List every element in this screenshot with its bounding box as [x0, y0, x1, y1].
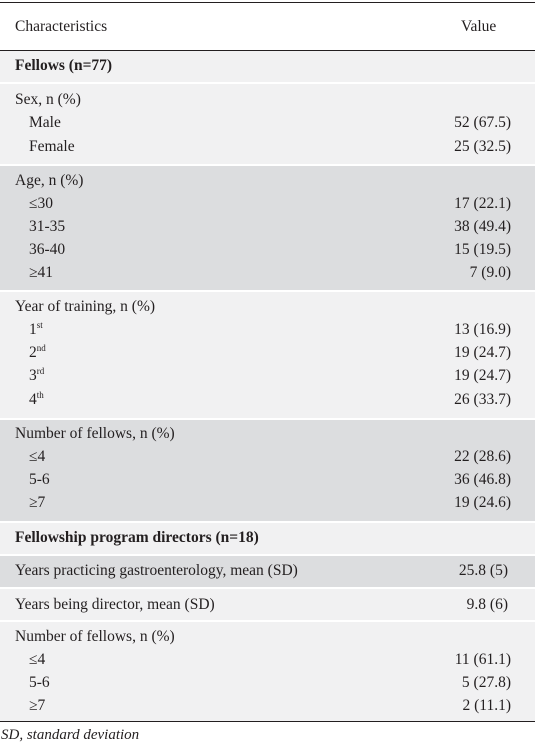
- ordinal-suffix: th: [36, 390, 44, 400]
- sex-label: Sex, n (%): [15, 91, 81, 108]
- row-label: ≤4: [29, 651, 46, 668]
- age-label: Age, n (%): [15, 172, 84, 189]
- row-label: 2nd: [29, 341, 46, 365]
- row-label: ≥41: [29, 264, 54, 281]
- section-title-directors: Fellowship program directors (n=18): [0, 526, 535, 550]
- row-value: 7 (9.0): [469, 264, 511, 281]
- table-row: Female 25 (32.5): [0, 135, 535, 159]
- table-row: ≤4 11 (61.1): [0, 648, 535, 672]
- table-row: Male 52 (67.5): [0, 111, 535, 135]
- table-row: 31-35 38 (49.4): [0, 215, 535, 239]
- ordinal-suffix: rd: [36, 366, 45, 376]
- table-row: ≤30 17 (22.1): [0, 192, 535, 216]
- table-row: ≥7 2 (11.1): [0, 694, 535, 718]
- row-value: 13 (16.9): [454, 321, 511, 338]
- group-label-row: Number of fellows, n (%): [0, 422, 535, 446]
- band-fellows-title: [0, 51, 535, 82]
- table-row: ≥41 7 (9.0): [0, 261, 535, 285]
- table-row: Years practicing gastroenterology, mean …: [0, 559, 535, 583]
- section-title-fellows: Fellows (n=77): [0, 54, 535, 78]
- band-age: [0, 166, 535, 290]
- table-row: 2nd 19 (24.7): [0, 341, 535, 365]
- fellows-count-label: Number of fellows, n (%): [15, 425, 175, 442]
- table-row: 5-6 5 (27.8): [0, 671, 535, 695]
- row-value: 19 (24.7): [454, 344, 511, 361]
- row-label: 31-35: [29, 218, 66, 235]
- group-label-row: Year of training, n (%): [0, 295, 535, 319]
- row-label: 5-6: [29, 674, 50, 691]
- row-value: 22 (28.6): [454, 448, 511, 465]
- table-row: 1st 13 (16.9): [0, 318, 535, 342]
- row-value: 52 (67.5): [454, 114, 511, 131]
- ordinal-number: 3: [29, 367, 37, 384]
- row-label: Female: [29, 138, 75, 155]
- ordinal-number: 2: [29, 344, 37, 361]
- band-directors-title: [0, 523, 535, 554]
- years-practicing-value: 25.8 (5): [458, 562, 508, 579]
- row-label: 5-6: [29, 471, 50, 488]
- band-years-director: [0, 589, 535, 620]
- table-top-rule: [0, 2, 535, 3]
- table-footnote: SD, standard deviation: [1, 727, 140, 743]
- row-label: 4th: [29, 388, 44, 412]
- year-label: Year of training, n (%): [15, 298, 156, 315]
- row-value: 17 (22.1): [454, 195, 511, 212]
- table-bottom-rule: [0, 721, 535, 722]
- row-label: 1st: [29, 318, 43, 342]
- row-label: 36-40: [29, 241, 66, 258]
- row-value: 26 (33.7): [454, 391, 511, 408]
- group-label-row: Number of fellows, n (%): [0, 625, 535, 649]
- table-row: 3rd 19 (24.7): [0, 364, 535, 388]
- table-row: ≤4 22 (28.6): [0, 445, 535, 469]
- band-year: [0, 292, 535, 418]
- fellows-title: Fellows (n=77): [15, 57, 113, 74]
- band-fellows-count: [0, 420, 535, 521]
- header-rule: [0, 50, 535, 51]
- table-row: 5-6 36 (46.8): [0, 468, 535, 492]
- row-value: 38 (49.4): [454, 218, 511, 235]
- row-value: 5 (27.8): [461, 674, 511, 691]
- row-value: 19 (24.6): [454, 494, 511, 511]
- years-practicing-label: Years practicing gastroenterology, mean …: [15, 562, 298, 579]
- header-characteristics: Characteristics: [15, 18, 108, 35]
- band-years-practicing: [0, 556, 535, 587]
- band-directors-fellows-count: [0, 622, 535, 721]
- header-value: Value: [461, 18, 497, 35]
- row-value: 36 (46.8): [454, 471, 511, 488]
- group-label-row: Age, n (%): [0, 169, 535, 193]
- row-label: ≥7: [29, 494, 46, 511]
- table-row: Years being director, mean (SD) 9.8 (6): [0, 593, 535, 617]
- ordinal-suffix: st: [36, 320, 43, 330]
- row-label: ≤30: [29, 195, 54, 212]
- table-header-row: Characteristics Value: [0, 15, 535, 39]
- years-director-value: 9.8 (6): [466, 596, 508, 613]
- row-label: Male: [29, 114, 61, 131]
- table-row: 4th 26 (33.7): [0, 388, 535, 412]
- row-label: ≥7: [29, 697, 46, 714]
- row-value: 2 (11.1): [462, 697, 512, 714]
- row-value: 19 (24.7): [454, 367, 511, 384]
- table-row: ≥7 19 (24.6): [0, 491, 535, 515]
- ordinal-number: 1: [29, 321, 37, 338]
- row-label: 3rd: [29, 364, 44, 388]
- ordinal-suffix: nd: [36, 343, 46, 353]
- table-row: 36-40 15 (19.5): [0, 238, 535, 262]
- directors-fellows-count-label: Number of fellows, n (%): [15, 628, 175, 645]
- ordinal-number: 4: [29, 391, 37, 408]
- group-label-row: Sex, n (%): [0, 88, 535, 112]
- row-value: 15 (19.5): [454, 241, 511, 258]
- band-sex: [0, 84, 535, 164]
- years-director-label: Years being director, mean (SD): [15, 596, 215, 613]
- directors-title: Fellowship program directors (n=18): [15, 529, 259, 546]
- row-value: 25 (32.5): [454, 138, 511, 155]
- row-label: ≤4: [29, 448, 46, 465]
- row-value: 11 (61.1): [454, 651, 511, 668]
